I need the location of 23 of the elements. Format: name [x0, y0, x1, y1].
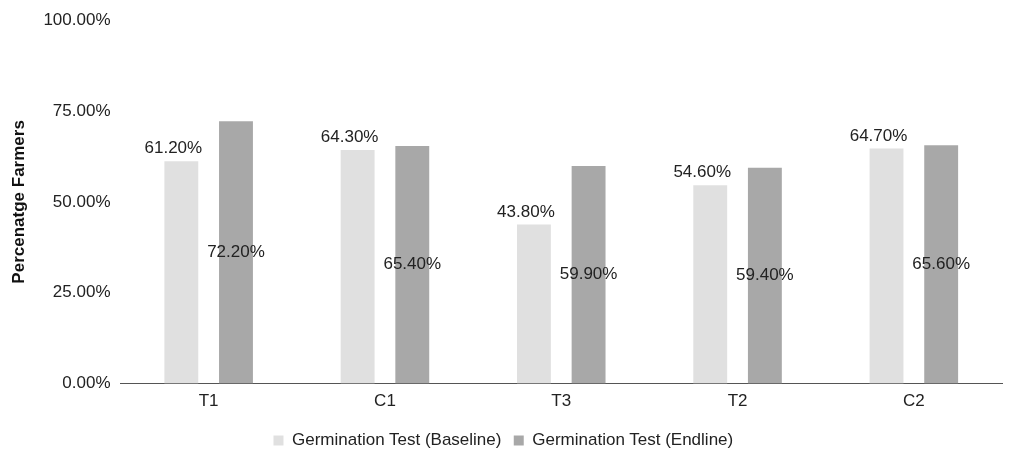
- data-label: 54.60%: [673, 162, 732, 182]
- bar: [693, 185, 728, 384]
- data-label: 64.70%: [849, 125, 908, 145]
- x-tick-label: T1: [198, 391, 219, 411]
- bar: [516, 224, 551, 384]
- y-tick-label: 100.00%: [43, 9, 111, 29]
- data-label: 64.30%: [320, 127, 379, 147]
- x-tick-label: C2: [902, 391, 925, 411]
- y-tick-label: 50.00%: [52, 191, 111, 211]
- data-label: 43.80%: [497, 201, 555, 221]
- y-tick-label: 25.00%: [52, 282, 111, 302]
- bar: [340, 149, 375, 384]
- data-label: 61.20%: [144, 138, 203, 158]
- y-tick-label: 0.00%: [62, 373, 111, 393]
- bar: [869, 148, 904, 384]
- x-tick-label: T3: [551, 391, 572, 411]
- y-tick-label: 75.00%: [52, 100, 111, 120]
- bar: [164, 161, 199, 384]
- legend-label: Germination Test (Baseline): [292, 430, 502, 450]
- x-tick-label: T2: [727, 391, 748, 411]
- y-axis-title: Percenatge Farmers: [8, 120, 28, 284]
- x-tick-label: C1: [374, 391, 396, 411]
- legend-label: Germination Test (Endline): [532, 430, 734, 450]
